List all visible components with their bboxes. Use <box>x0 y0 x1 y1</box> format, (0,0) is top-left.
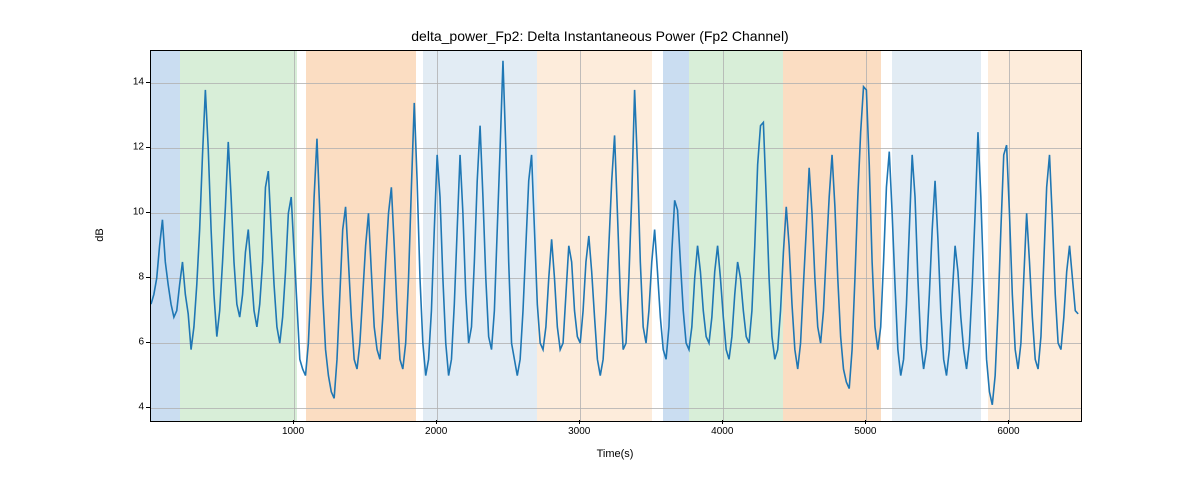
y-axis-label: dB <box>94 228 106 241</box>
y-tick-label: 14 <box>133 77 144 88</box>
y-tick-mark <box>146 407 150 408</box>
y-tick-label: 6 <box>138 337 144 348</box>
x-tick-mark <box>293 420 294 424</box>
chart-title: delta_power_Fp2: Delta Instantaneous Pow… <box>0 28 1200 44</box>
y-tick-mark <box>146 212 150 213</box>
y-tick-mark <box>146 277 150 278</box>
plot-area <box>150 50 1082 422</box>
x-tick-label: 3000 <box>568 426 590 437</box>
x-tick-mark <box>722 420 723 424</box>
y-tick-mark <box>146 342 150 343</box>
figure: delta_power_Fp2: Delta Instantaneous Pow… <box>0 0 1200 500</box>
x-tick-label: 4000 <box>711 426 733 437</box>
y-tick-mark <box>146 82 150 83</box>
x-tick-mark <box>1008 420 1009 424</box>
y-tick-mark <box>146 147 150 148</box>
x-tick-mark <box>436 420 437 424</box>
y-tick-label: 8 <box>138 272 144 283</box>
data-line <box>151 61 1078 405</box>
y-tick-label: 10 <box>133 207 144 218</box>
x-axis-label: Time(s) <box>597 448 634 460</box>
x-tick-label: 6000 <box>997 426 1019 437</box>
y-tick-label: 12 <box>133 142 144 153</box>
x-tick-label: 2000 <box>425 426 447 437</box>
y-tick-label: 4 <box>138 402 144 413</box>
x-tick-label: 5000 <box>854 426 876 437</box>
x-tick-label: 1000 <box>282 426 304 437</box>
x-tick-mark <box>579 420 580 424</box>
x-tick-mark <box>865 420 866 424</box>
line-series <box>151 51 1081 421</box>
